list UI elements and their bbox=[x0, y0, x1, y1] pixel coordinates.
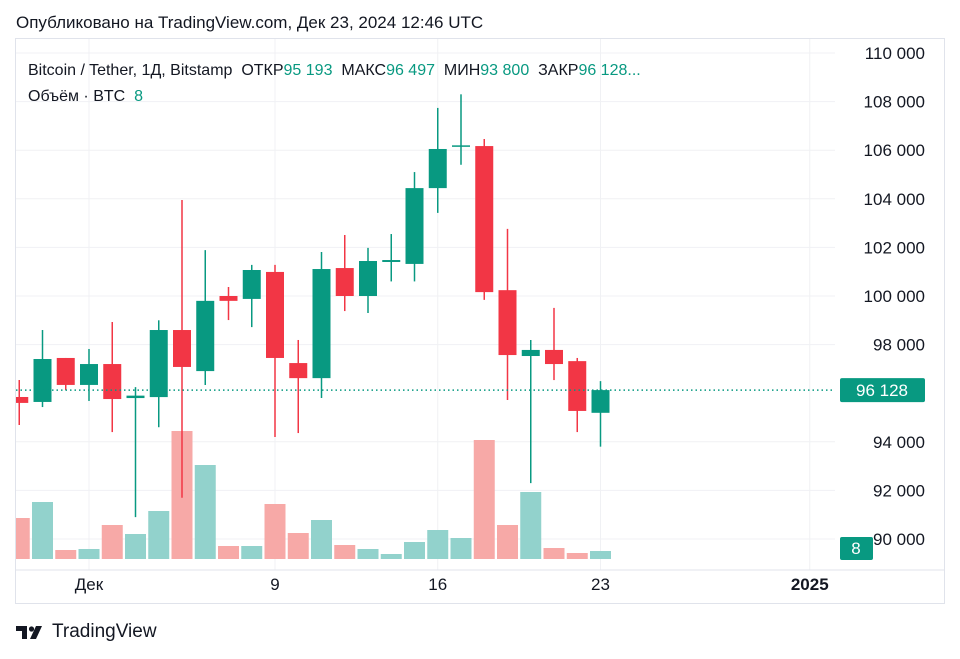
low-value: 93 800 bbox=[480, 62, 530, 79]
y-tick-label: 108 000 bbox=[864, 93, 925, 112]
volume-bar bbox=[264, 504, 286, 559]
volume-bar bbox=[101, 525, 123, 559]
volume-bar bbox=[566, 553, 588, 559]
volume-bar bbox=[194, 465, 216, 559]
last-volume-badge bbox=[840, 537, 873, 560]
volume-bar bbox=[241, 546, 263, 559]
candle-body bbox=[405, 188, 424, 264]
y-tick-label: 106 000 bbox=[864, 141, 925, 160]
candle-body bbox=[103, 364, 122, 400]
candle-body bbox=[126, 395, 145, 399]
volume-bar bbox=[287, 533, 309, 559]
last-volume-label: 8 bbox=[851, 539, 860, 558]
candle-body bbox=[475, 146, 494, 293]
candle-body bbox=[219, 296, 238, 301]
candle-body bbox=[242, 269, 261, 299]
candle-body bbox=[591, 390, 610, 413]
volume-bar bbox=[450, 538, 472, 559]
volume-bar bbox=[543, 548, 565, 559]
x-tick-label: 23 bbox=[591, 575, 610, 594]
symbol-title[interactable]: Bitcoin / Tether, 1Д, Bitstamp bbox=[28, 62, 233, 79]
open-value: 95 193 bbox=[283, 62, 333, 79]
candle-body bbox=[266, 271, 284, 358]
candle-body bbox=[80, 364, 98, 385]
candle-body bbox=[173, 330, 191, 367]
volume-bar bbox=[32, 502, 53, 559]
chart-frame bbox=[15, 38, 945, 604]
candle-body bbox=[545, 349, 563, 365]
y-tick-label: 110 000 bbox=[865, 44, 925, 63]
candle-body bbox=[521, 349, 540, 357]
candle-body bbox=[16, 396, 29, 403]
volume-bar bbox=[380, 554, 402, 559]
volume-bar bbox=[427, 530, 449, 559]
candle-body bbox=[56, 357, 75, 385]
close-value: 96 128... bbox=[578, 62, 641, 79]
candle-body bbox=[335, 268, 354, 296]
candle-body bbox=[568, 361, 587, 411]
chart-legend: Bitcoin / Tether, 1Д, Bitstamp ОТКР95 19… bbox=[28, 58, 641, 110]
ohlc-legend: Bitcoin / Tether, 1Д, Bitstamp ОТКР95 19… bbox=[28, 58, 641, 84]
x-tick-label: 9 bbox=[270, 575, 279, 594]
high-value: 96 497 bbox=[386, 62, 435, 79]
candle-body bbox=[289, 363, 308, 379]
close-label: ЗАКР bbox=[538, 62, 579, 79]
volume-bar bbox=[148, 511, 170, 559]
low-label: МИН bbox=[443, 62, 481, 79]
y-tick-label: 100 000 bbox=[864, 287, 925, 306]
candle-body bbox=[312, 269, 331, 379]
series-group bbox=[16, 94, 611, 559]
volume-bar bbox=[334, 545, 356, 559]
volume-bar bbox=[311, 520, 332, 559]
volume-bar bbox=[497, 525, 518, 559]
candle-body bbox=[428, 148, 447, 189]
volume-value: 8 bbox=[134, 88, 143, 105]
high-label: МАКС bbox=[341, 62, 387, 79]
volume-legend: Объём · BTC 8 bbox=[28, 84, 641, 110]
candle-body bbox=[498, 290, 517, 356]
volume-bar bbox=[473, 440, 495, 559]
candle-body bbox=[196, 300, 215, 372]
last-price-label: 96 128 bbox=[856, 381, 908, 400]
y-tick-label: 104 000 bbox=[864, 190, 925, 209]
open-label: ОТКР bbox=[241, 62, 284, 79]
volume-bar bbox=[404, 542, 425, 559]
x-tick-label: Дек bbox=[75, 575, 104, 594]
candle-body bbox=[359, 261, 377, 296]
candle-body bbox=[149, 330, 168, 398]
x-tick-label: 16 bbox=[428, 575, 447, 594]
volume-bar bbox=[125, 534, 146, 559]
x-tick-label: 2025 bbox=[791, 575, 829, 594]
y-tick-label: 98 000 bbox=[873, 336, 925, 355]
volume-bar bbox=[55, 550, 77, 559]
candle-body bbox=[452, 145, 470, 147]
tradingview-logo[interactable]: TradingView bbox=[16, 621, 157, 643]
y-tick-label: 102 000 bbox=[864, 238, 925, 257]
candle-body bbox=[33, 359, 52, 402]
y-tick-label: 94 000 bbox=[873, 433, 925, 452]
volume-bar bbox=[218, 546, 239, 559]
volume-bar bbox=[520, 492, 542, 559]
last-price-badge bbox=[840, 378, 925, 403]
volume-bar bbox=[78, 549, 100, 559]
volume-bar bbox=[357, 549, 379, 559]
published-caption: Опубликовано на TradingView.com, Дек 23,… bbox=[16, 13, 484, 32]
y-tick-label: 90 000 bbox=[873, 530, 925, 549]
logo-text: TradingView bbox=[52, 621, 157, 642]
tradingview-logo-icon bbox=[16, 626, 42, 639]
volume-bar bbox=[590, 551, 611, 559]
y-tick-label: 92 000 bbox=[873, 481, 925, 500]
volume-bar bbox=[16, 518, 30, 559]
volume-label[interactable]: Объём · BTC bbox=[28, 88, 126, 105]
candle-body bbox=[382, 260, 401, 262]
